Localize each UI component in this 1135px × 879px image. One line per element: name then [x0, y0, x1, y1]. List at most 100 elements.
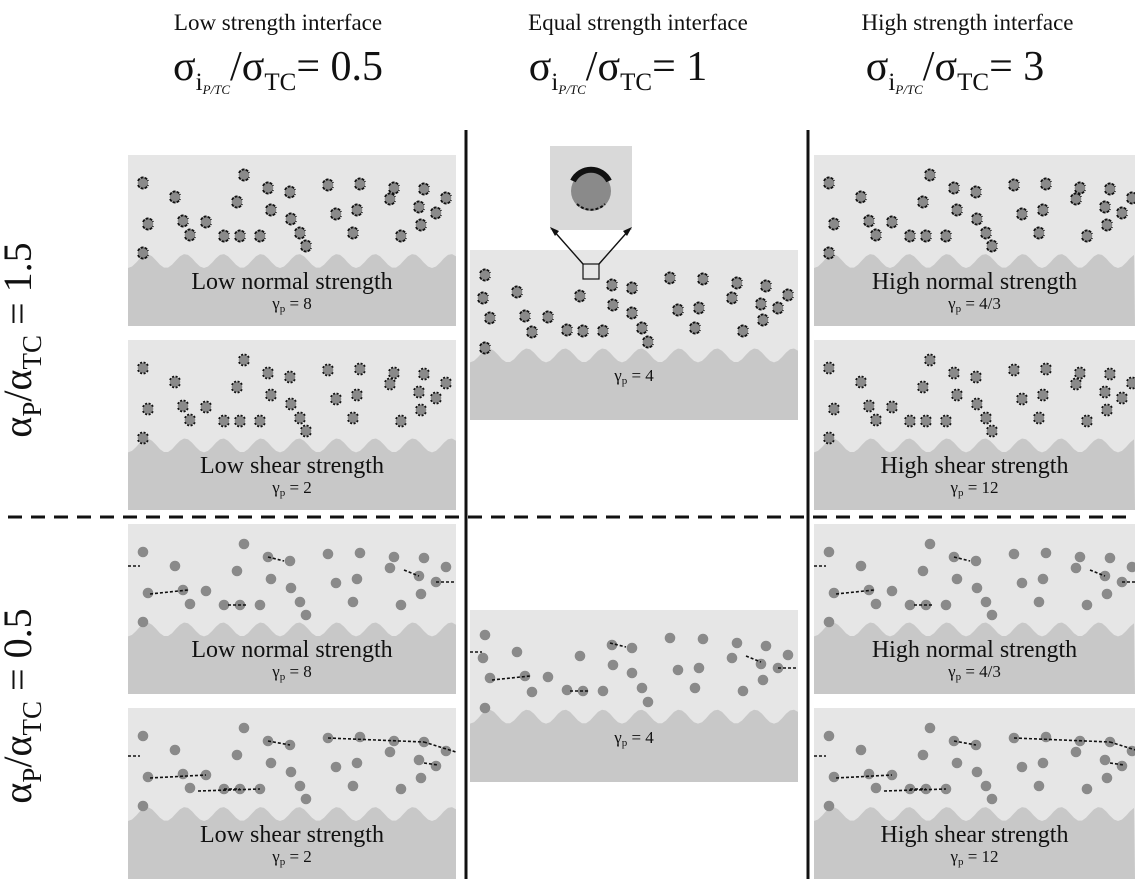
particle — [430, 391, 442, 405]
particle — [254, 599, 266, 611]
particle-body — [184, 598, 196, 610]
debond-bottom — [1033, 234, 1045, 240]
particle-body — [606, 639, 618, 651]
particle — [440, 376, 452, 390]
particle — [542, 310, 554, 324]
matrix-crack — [267, 556, 285, 562]
particle-body — [940, 599, 952, 611]
particle-body — [1037, 573, 1049, 585]
particle-body — [177, 768, 189, 780]
particle-body — [904, 599, 916, 611]
particle — [137, 431, 149, 445]
debond-top — [823, 431, 835, 437]
particle-body — [828, 587, 840, 599]
particle-body — [577, 325, 589, 337]
particle — [1099, 754, 1111, 766]
particle-body — [430, 392, 442, 404]
particle — [772, 301, 784, 315]
particle — [1070, 562, 1082, 574]
particle-body — [231, 196, 243, 208]
particle — [971, 766, 983, 778]
particle — [477, 652, 489, 664]
particle-body — [265, 573, 277, 585]
particle-body — [737, 685, 749, 697]
debond-top — [1037, 388, 1049, 394]
matrix-crack — [745, 655, 762, 663]
particle-body — [231, 565, 243, 577]
particle-body — [870, 782, 882, 794]
debond-top — [904, 414, 916, 420]
debond-top — [970, 370, 982, 376]
debond-top — [395, 414, 407, 420]
debond-bottom — [440, 199, 452, 205]
particle — [440, 745, 452, 757]
matrix-crack — [403, 569, 420, 577]
particle — [986, 424, 998, 438]
debond-bottom — [642, 343, 654, 349]
particle — [234, 229, 246, 243]
debond-bottom — [574, 297, 586, 303]
particle — [1126, 745, 1135, 757]
debond-top — [948, 366, 960, 372]
debond-bottom — [169, 383, 181, 389]
zoom-debond-bottom — [576, 203, 606, 211]
particle — [951, 573, 963, 585]
debond-bottom — [238, 361, 250, 367]
panel-gamma: γp = 4 — [614, 728, 654, 749]
particle — [1070, 192, 1082, 206]
debond-bottom — [440, 384, 452, 390]
debond-top — [218, 229, 230, 235]
debond-bottom — [177, 407, 189, 413]
particle — [823, 616, 835, 628]
particle-body — [300, 793, 312, 805]
debond-bottom — [1116, 214, 1128, 220]
particle — [200, 585, 212, 597]
debond-top — [526, 325, 538, 331]
panel-gamma: γp = 2 — [272, 478, 312, 499]
particle — [418, 182, 430, 196]
debond-top — [1101, 218, 1113, 224]
debond-top — [1126, 376, 1135, 382]
debond-bottom — [1081, 422, 1093, 428]
particle — [726, 291, 738, 305]
particle — [1074, 366, 1086, 380]
particle — [137, 616, 149, 628]
particle-body — [351, 573, 363, 585]
particle — [418, 367, 430, 381]
panel-label: High normal strength — [871, 269, 1078, 295]
debond-top — [418, 367, 430, 373]
debond-top — [1126, 191, 1135, 197]
matrix-crack — [953, 740, 977, 746]
particle-body — [986, 793, 998, 805]
particle-body — [347, 596, 359, 608]
debond-top — [413, 200, 425, 206]
particle-body — [823, 800, 835, 812]
particle — [384, 192, 396, 206]
particle — [1101, 403, 1113, 417]
particle — [218, 229, 230, 243]
particle-body — [254, 599, 266, 611]
particle-body — [479, 629, 491, 641]
particle — [1016, 207, 1028, 221]
particle — [1037, 573, 1049, 585]
particle — [184, 413, 196, 427]
matrix-crack — [327, 737, 425, 743]
particle-body — [265, 389, 277, 401]
particle-body — [726, 652, 738, 664]
debond-bottom — [231, 388, 243, 394]
particle-body — [388, 182, 400, 194]
particle — [262, 181, 274, 195]
debond-top — [664, 271, 676, 277]
particle — [238, 168, 250, 182]
debond-top — [1033, 226, 1045, 232]
particle-body — [330, 208, 342, 220]
particle — [395, 414, 407, 428]
matrix-crack — [1109, 762, 1125, 766]
particle — [986, 239, 998, 253]
debond-top — [413, 385, 425, 391]
particle-body — [330, 761, 342, 773]
particle — [1104, 367, 1116, 381]
particle-body — [262, 367, 274, 379]
debond-bottom — [863, 407, 875, 413]
panel-low-normal-b — [128, 524, 456, 694]
